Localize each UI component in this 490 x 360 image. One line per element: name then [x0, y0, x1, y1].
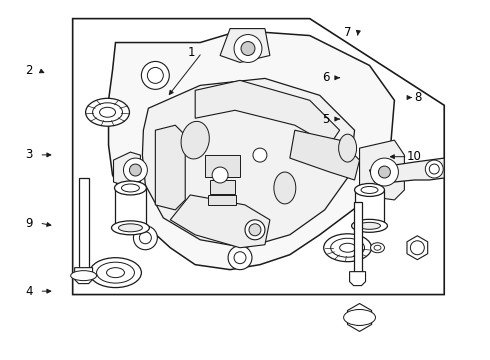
Ellipse shape	[374, 245, 381, 250]
Polygon shape	[360, 140, 404, 200]
Ellipse shape	[352, 219, 388, 232]
Circle shape	[133, 226, 157, 250]
Bar	[210, 180, 235, 194]
Ellipse shape	[355, 184, 385, 197]
Polygon shape	[74, 268, 93, 284]
Ellipse shape	[181, 121, 209, 159]
Ellipse shape	[112, 221, 149, 235]
Ellipse shape	[324, 234, 371, 262]
Text: 4: 4	[25, 285, 33, 298]
Circle shape	[123, 158, 147, 182]
Ellipse shape	[343, 310, 375, 325]
Text: 7: 7	[344, 26, 352, 39]
Text: 5: 5	[322, 113, 330, 126]
Ellipse shape	[115, 181, 147, 195]
Circle shape	[370, 158, 398, 186]
Text: 1: 1	[188, 46, 196, 59]
Text: 10: 10	[407, 150, 421, 163]
Polygon shape	[349, 272, 366, 285]
Ellipse shape	[90, 258, 142, 288]
Circle shape	[378, 166, 391, 178]
Ellipse shape	[359, 222, 380, 229]
Ellipse shape	[99, 107, 116, 117]
Circle shape	[429, 164, 439, 174]
Circle shape	[212, 167, 228, 183]
Text: 8: 8	[414, 91, 421, 104]
Circle shape	[140, 232, 151, 244]
Circle shape	[147, 67, 163, 84]
Circle shape	[253, 148, 267, 162]
Polygon shape	[108, 31, 394, 270]
Circle shape	[129, 164, 142, 176]
Ellipse shape	[86, 98, 129, 126]
Ellipse shape	[370, 243, 385, 253]
Bar	[355, 190, 385, 226]
Circle shape	[142, 62, 169, 89]
Circle shape	[352, 310, 368, 325]
Text: 2: 2	[25, 64, 33, 77]
Polygon shape	[143, 78, 355, 248]
Ellipse shape	[97, 262, 134, 283]
Text: 6: 6	[322, 71, 330, 84]
Bar	[208, 195, 236, 205]
Circle shape	[245, 220, 265, 240]
Ellipse shape	[71, 271, 97, 280]
Ellipse shape	[119, 224, 143, 232]
Circle shape	[234, 252, 246, 264]
Ellipse shape	[331, 238, 365, 257]
Circle shape	[425, 160, 443, 178]
Text: 3: 3	[25, 148, 33, 161]
Ellipse shape	[122, 184, 140, 192]
Circle shape	[234, 35, 262, 62]
Circle shape	[410, 241, 424, 255]
Bar	[205, 155, 240, 177]
Ellipse shape	[93, 103, 122, 122]
Ellipse shape	[106, 268, 124, 278]
Polygon shape	[171, 195, 270, 248]
Polygon shape	[347, 303, 371, 332]
Text: 9: 9	[25, 216, 33, 230]
Bar	[115, 188, 147, 228]
Polygon shape	[407, 236, 428, 260]
Ellipse shape	[361, 186, 378, 193]
Ellipse shape	[340, 243, 356, 252]
Ellipse shape	[339, 134, 357, 162]
Polygon shape	[195, 80, 340, 145]
Polygon shape	[73, 19, 444, 294]
Ellipse shape	[274, 172, 296, 204]
Bar	[78, 178, 89, 268]
Polygon shape	[290, 130, 360, 180]
Polygon shape	[220, 28, 270, 62]
Polygon shape	[114, 152, 141, 188]
Bar	[354, 202, 362, 272]
Circle shape	[241, 41, 255, 55]
Circle shape	[228, 246, 252, 270]
Polygon shape	[155, 125, 185, 210]
Circle shape	[249, 224, 261, 236]
Polygon shape	[369, 158, 444, 182]
